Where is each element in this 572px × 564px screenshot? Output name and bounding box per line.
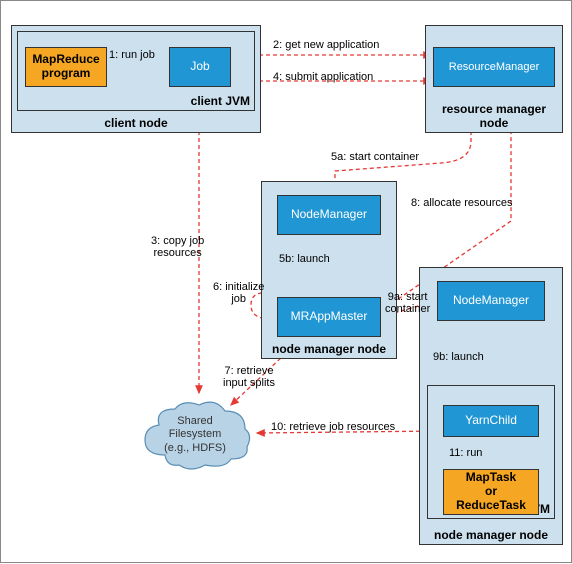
mrappmaster-label: MRAppMaster — [291, 310, 368, 324]
mrappmaster-box: MRAppMaster — [277, 297, 381, 337]
edge-label-e5b: 5b: launch — [279, 253, 330, 265]
nm1-region-label: node manager node — [262, 342, 396, 356]
nodemanager2-label: NodeManager — [453, 294, 529, 308]
edge-label-e10: 10: retrieve job resources — [271, 421, 395, 433]
job-box: Job — [169, 47, 231, 87]
edge-label-e9a: 9a: startcontainer — [385, 291, 430, 315]
resourcemanager-box: ResourceManager — [433, 47, 555, 87]
shared-fs-cloud: SharedFilesystem(e.g., HDFS) — [135, 395, 255, 475]
nodemanager1-box: NodeManager — [277, 195, 381, 235]
nodemanager1-label: NodeManager — [291, 208, 367, 222]
maptask-label: MapTaskorReduceTask — [456, 471, 526, 512]
resourcemanager-label: ResourceManager — [449, 61, 540, 74]
edge-label-e4: 4: submit application — [273, 71, 373, 83]
nodemanager2-box: NodeManager — [437, 281, 545, 321]
edge-label-e3: 3: copy jobresources — [151, 235, 204, 259]
client-jvm-label: client JVM — [191, 94, 250, 108]
yarnchild-label: YarnChild — [465, 414, 517, 428]
mapreduce-program-box: MapReduceprogram — [25, 47, 107, 87]
cloud-text: SharedFilesystem(e.g., HDFS) — [164, 415, 226, 455]
nm2-region-label: node manager node — [420, 528, 562, 542]
yarnchild-box: YarnChild — [443, 405, 539, 437]
client-node-label: client node — [12, 116, 260, 130]
edge-label-e8: 8: allocate resources — [411, 197, 513, 209]
mapreduce-program-label: MapReduceprogram — [32, 53, 99, 81]
edge-label-e7: 7: retrieveinput splits — [223, 365, 275, 389]
edge-label-e1: 1: run job — [109, 49, 155, 61]
job-label: Job — [190, 60, 209, 74]
edge-label-e9b: 9b: launch — [433, 351, 484, 363]
edge-label-e11: 11: run — [449, 447, 482, 459]
edge-label-e6: 6: initializejob — [213, 281, 264, 305]
rm-region-label: resource manager node — [426, 102, 562, 130]
edge-label-e5a: 5a: start container — [331, 151, 419, 163]
edge-label-e2: 2: get new application — [273, 39, 379, 51]
maptask-box: MapTaskorReduceTask — [443, 469, 539, 515]
